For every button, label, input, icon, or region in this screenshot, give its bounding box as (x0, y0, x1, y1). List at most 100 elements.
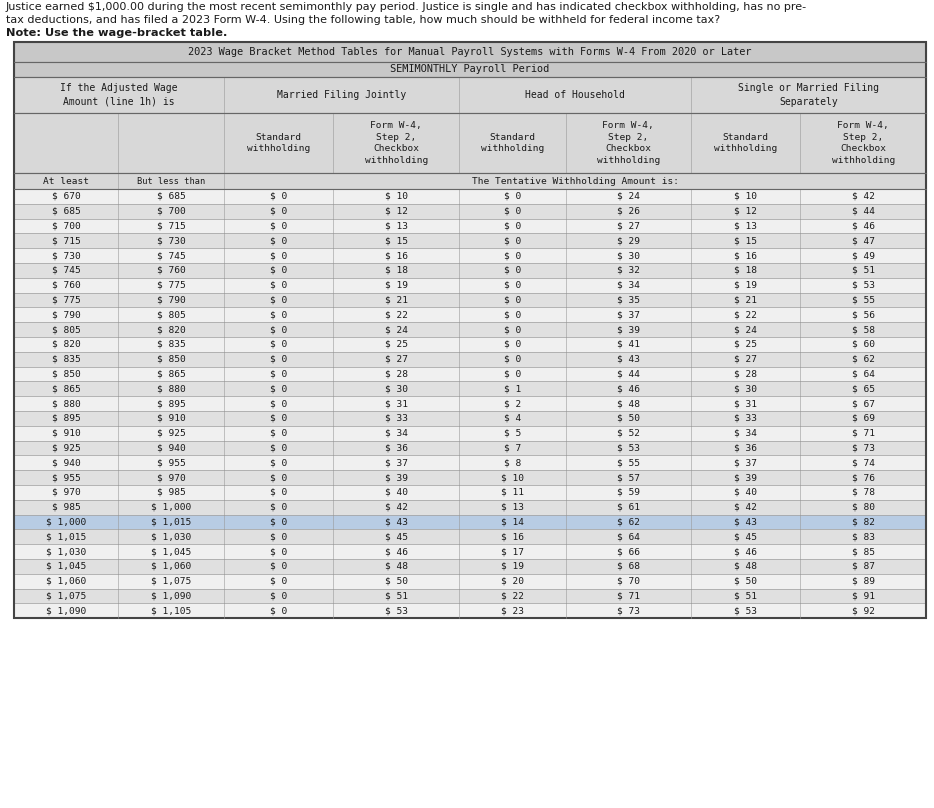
Text: $ 0: $ 0 (270, 310, 288, 319)
Text: $ 805: $ 805 (157, 310, 185, 319)
Text: $ 1,015: $ 1,015 (151, 517, 191, 527)
Bar (14, 456, 926, 470)
Text: $ 71: $ 71 (616, 591, 640, 600)
Text: $ 15: $ 15 (385, 236, 408, 246)
Text: $ 12: $ 12 (385, 207, 408, 216)
Text: $ 28: $ 28 (385, 369, 408, 378)
Text: $ 22: $ 22 (501, 591, 524, 600)
Bar (14, 529, 926, 545)
Text: $ 78: $ 78 (852, 488, 875, 497)
Text: $ 685: $ 685 (157, 191, 185, 201)
Text: $ 4: $ 4 (503, 414, 521, 423)
Text: $ 46: $ 46 (852, 221, 875, 230)
Text: $ 11: $ 11 (501, 488, 524, 497)
Text: $ 30: $ 30 (616, 251, 640, 260)
Text: $ 760: $ 760 (51, 280, 80, 290)
Text: $ 910: $ 910 (157, 414, 185, 423)
Text: $ 35: $ 35 (616, 296, 640, 305)
Bar (14, 515, 926, 529)
Text: $ 27: $ 27 (385, 355, 408, 364)
Text: $ 0: $ 0 (270, 385, 288, 393)
Text: $ 13: $ 13 (734, 221, 757, 230)
Text: $ 34: $ 34 (734, 429, 757, 438)
Text: $ 42: $ 42 (734, 503, 757, 511)
Text: Married Filing Jointly: Married Filing Jointly (277, 90, 406, 100)
Text: $ 0: $ 0 (270, 414, 288, 423)
Text: $ 0: $ 0 (270, 458, 288, 467)
Text: $ 39: $ 39 (734, 473, 757, 482)
Text: $ 16: $ 16 (385, 251, 408, 260)
Bar (14, 173, 926, 189)
Text: $ 0: $ 0 (503, 340, 521, 349)
Text: $ 53: $ 53 (385, 606, 408, 616)
Text: $ 53: $ 53 (616, 444, 640, 452)
Text: $ 30: $ 30 (385, 385, 408, 393)
Text: $ 21: $ 21 (734, 296, 757, 305)
Bar (14, 411, 926, 426)
Text: $ 805: $ 805 (51, 325, 80, 334)
Text: $ 56: $ 56 (852, 310, 875, 319)
Text: $ 18: $ 18 (385, 266, 408, 275)
Text: $ 760: $ 760 (157, 266, 185, 275)
Bar (14, 396, 926, 411)
Bar (14, 113, 926, 173)
Text: $ 43: $ 43 (616, 355, 640, 364)
Text: $ 10: $ 10 (501, 473, 524, 482)
Text: $ 92: $ 92 (852, 606, 875, 616)
Bar (14, 219, 926, 234)
Text: $ 42: $ 42 (852, 191, 875, 201)
Text: $ 1,030: $ 1,030 (46, 547, 86, 556)
Text: $ 25: $ 25 (734, 340, 757, 349)
Text: $ 790: $ 790 (51, 310, 80, 319)
Text: $ 715: $ 715 (51, 236, 80, 246)
Text: $ 53: $ 53 (852, 280, 875, 290)
Text: Standard
withholding: Standard withholding (481, 133, 544, 154)
Text: $ 0: $ 0 (503, 369, 521, 378)
Text: $ 0: $ 0 (270, 355, 288, 364)
Text: $ 0: $ 0 (503, 325, 521, 334)
Text: $ 50: $ 50 (385, 577, 408, 586)
Text: $ 20: $ 20 (501, 577, 524, 586)
Text: $ 21: $ 21 (385, 296, 408, 305)
Text: $ 0: $ 0 (503, 355, 521, 364)
Text: $ 0: $ 0 (270, 251, 288, 260)
Bar (14, 470, 926, 485)
Text: $ 61: $ 61 (616, 503, 640, 511)
Text: $ 70: $ 70 (616, 577, 640, 586)
Text: $ 27: $ 27 (734, 355, 757, 364)
Bar (14, 381, 926, 396)
Text: $ 1,045: $ 1,045 (151, 547, 191, 556)
Text: $ 68: $ 68 (616, 562, 640, 571)
Text: $ 0: $ 0 (503, 296, 521, 305)
Text: $ 37: $ 37 (734, 458, 757, 467)
Text: $ 36: $ 36 (385, 444, 408, 452)
Bar (14, 292, 926, 307)
Bar (14, 500, 926, 515)
Text: 2023 Wage Bracket Method Tables for Manual Payroll Systems with Forms W-4 From 2: 2023 Wage Bracket Method Tables for Manu… (189, 47, 752, 57)
Bar (14, 559, 926, 574)
Text: $ 66: $ 66 (616, 547, 640, 556)
Text: $ 46: $ 46 (385, 547, 408, 556)
Text: $ 48: $ 48 (616, 399, 640, 408)
Text: $ 1,060: $ 1,060 (151, 562, 191, 571)
Text: $ 31: $ 31 (385, 399, 408, 408)
Text: $ 7: $ 7 (503, 444, 521, 452)
Text: $ 1,030: $ 1,030 (151, 532, 191, 541)
Text: $ 1,090: $ 1,090 (151, 591, 191, 600)
Text: $ 0: $ 0 (503, 236, 521, 246)
Text: $ 0: $ 0 (270, 280, 288, 290)
Text: $ 835: $ 835 (157, 340, 185, 349)
Bar (14, 337, 926, 351)
Bar (14, 204, 926, 219)
Text: $ 730: $ 730 (51, 251, 80, 260)
Text: tax deductions, and has filed a 2023 Form W-4. Using the following table, how mu: tax deductions, and has filed a 2023 For… (6, 15, 720, 25)
Text: $ 985: $ 985 (51, 503, 80, 511)
Text: $ 13: $ 13 (501, 503, 524, 511)
Bar (14, 42, 926, 62)
Text: $ 0: $ 0 (270, 325, 288, 334)
Text: $ 24: $ 24 (616, 191, 640, 201)
Text: $ 14: $ 14 (501, 517, 524, 527)
Bar (14, 604, 926, 618)
Text: $ 19: $ 19 (501, 562, 524, 571)
Text: $ 10: $ 10 (734, 191, 757, 201)
